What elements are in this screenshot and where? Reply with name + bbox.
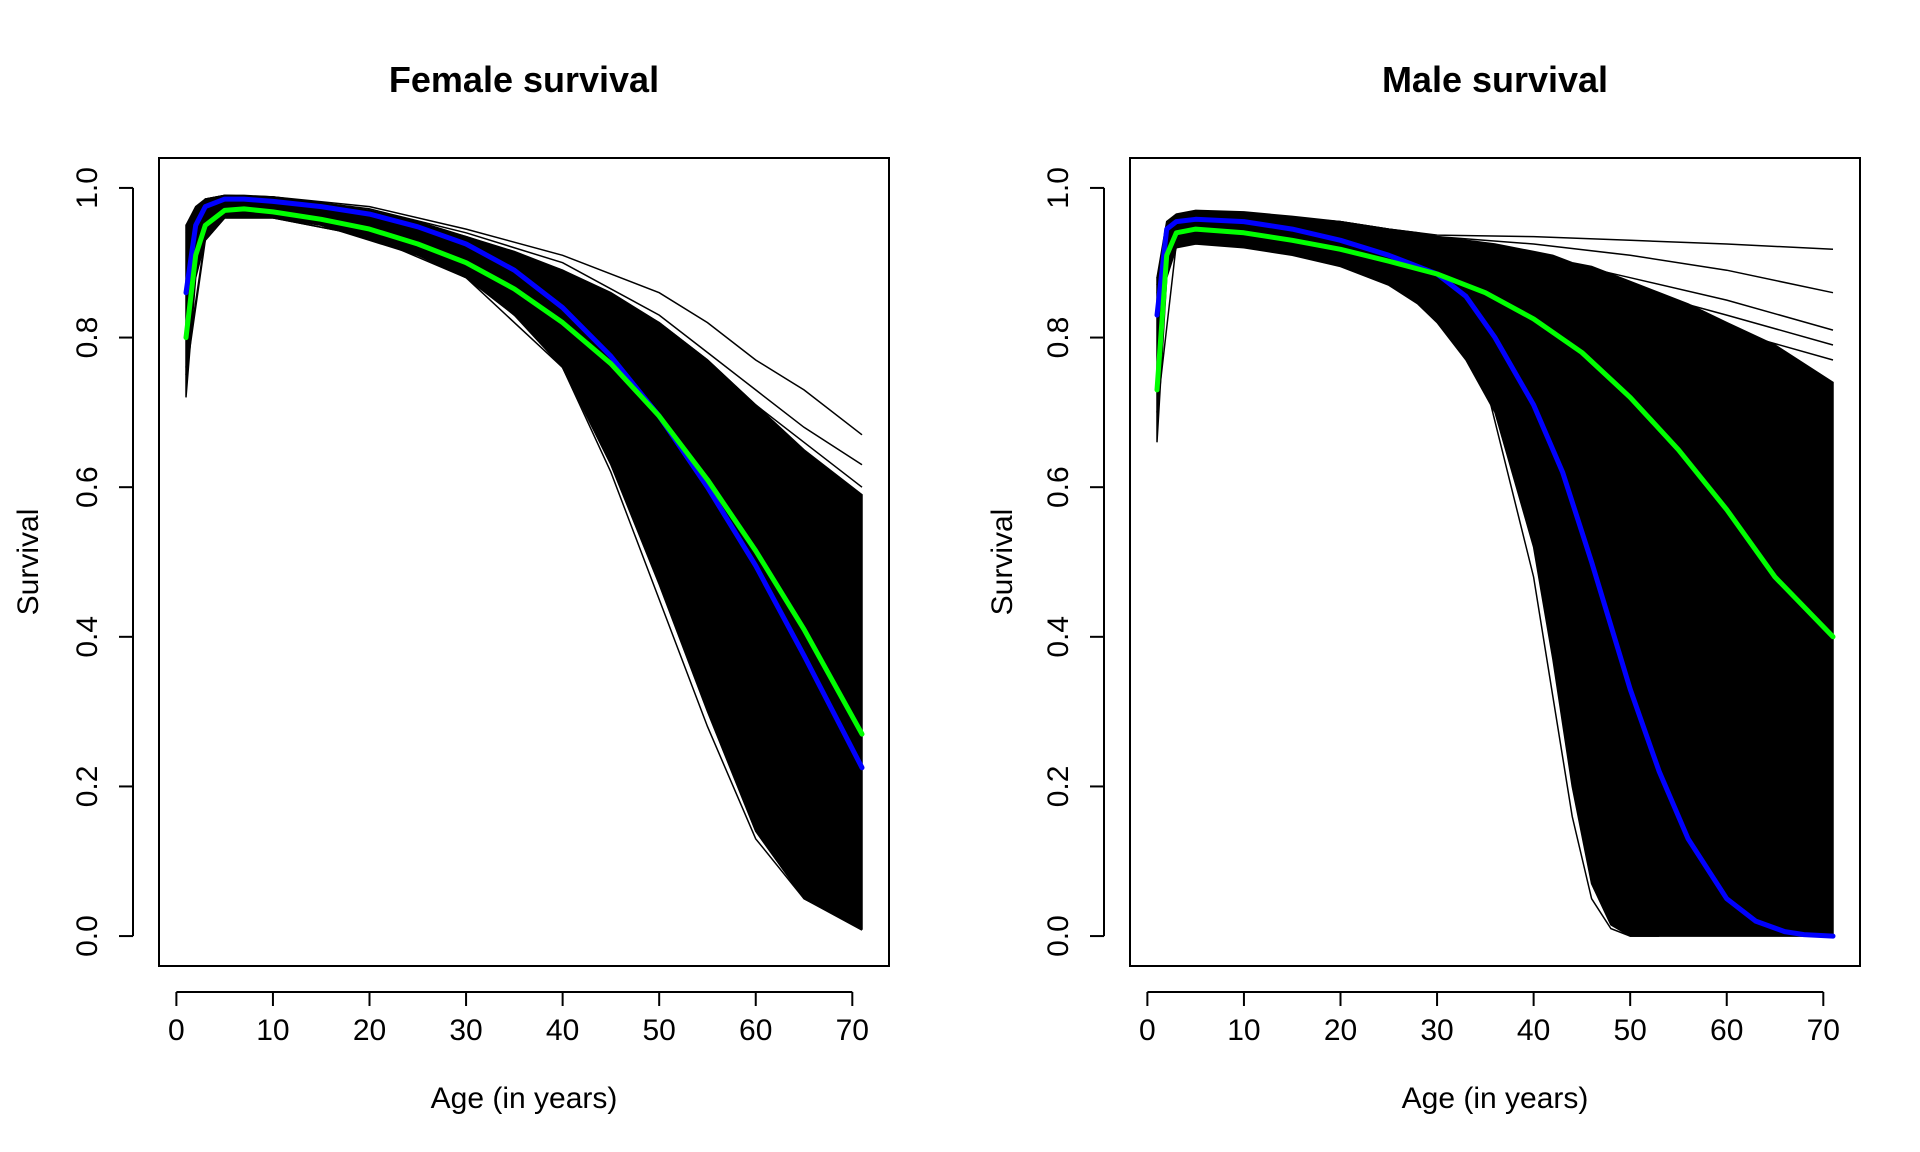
x-tick-label: 30	[449, 1014, 482, 1047]
x-tick-label: 50	[642, 1014, 675, 1047]
x-tick-label: 0	[1139, 1014, 1156, 1047]
x-axis-label: Age (in years)	[431, 1082, 618, 1115]
green-survival-curve	[1154, 226, 1836, 640]
x-tick-label: 0	[168, 1014, 185, 1047]
x-tick-label: 60	[1710, 1014, 1743, 1047]
simulated-curves-band	[1156, 209, 1834, 937]
y-tick-label: 0.8	[71, 317, 104, 359]
y-tick-label: 0.6	[1042, 466, 1075, 508]
y-tick-label: 1.0	[1042, 167, 1075, 209]
x-tick-label: 10	[1227, 1014, 1260, 1047]
simulated-curve-2	[1156, 213, 1834, 294]
x-axis-label: Age (in years)	[1402, 1082, 1589, 1115]
y-tick-label: 1.0	[71, 167, 104, 209]
x-tick-label: 30	[1420, 1014, 1453, 1047]
chart-title: Male survival	[1382, 59, 1608, 100]
blue-survival-curve	[1154, 216, 1836, 939]
simulated-curve-5	[185, 217, 863, 922]
simulated-curve-2	[185, 194, 863, 466]
y-tick-label: 0.6	[71, 466, 104, 508]
female-survival-panel: Female survival 0 10 20 30 40 50 60 70 0.0 0.2 0.4 0…	[12, 59, 890, 1115]
y-tick-label: 0.2	[71, 766, 104, 808]
x-tick-label: 50	[1613, 1014, 1646, 1047]
x-tick-label: 70	[836, 1014, 869, 1047]
y-tick-label: 0.0	[1042, 915, 1075, 957]
x-tick-label: 10	[256, 1014, 289, 1047]
y-tick-label: 0.0	[71, 915, 104, 957]
simulated-curve-6	[1156, 239, 1660, 937]
chart-title: Female survival	[389, 59, 659, 100]
x-tick-label: 40	[546, 1014, 579, 1047]
y-axis-label: Survival	[12, 509, 45, 616]
y-tick-label: 0.8	[1042, 317, 1075, 359]
blue-survival-curve	[183, 196, 865, 771]
y-tick-label: 0.2	[1042, 766, 1075, 808]
plot-frame	[158, 157, 890, 967]
male-survival-panel: Male survival 0 10 20 30 40 50 60 70 0.0 0.2 0.4 0.6…	[986, 59, 1861, 1115]
x-tick-label: 60	[739, 1014, 772, 1047]
x-tick-label: 70	[1807, 1014, 1840, 1047]
x-tick-label: 20	[1324, 1014, 1357, 1047]
x-tick-label: 20	[353, 1014, 386, 1047]
plot-frame	[1129, 157, 1861, 967]
y-axis-label: Survival	[986, 509, 1019, 616]
x-tick-label: 40	[1517, 1014, 1550, 1047]
y-tick-label: 0.4	[71, 616, 104, 658]
green-survival-curve	[183, 206, 865, 737]
y-tick-label: 0.4	[1042, 616, 1075, 658]
